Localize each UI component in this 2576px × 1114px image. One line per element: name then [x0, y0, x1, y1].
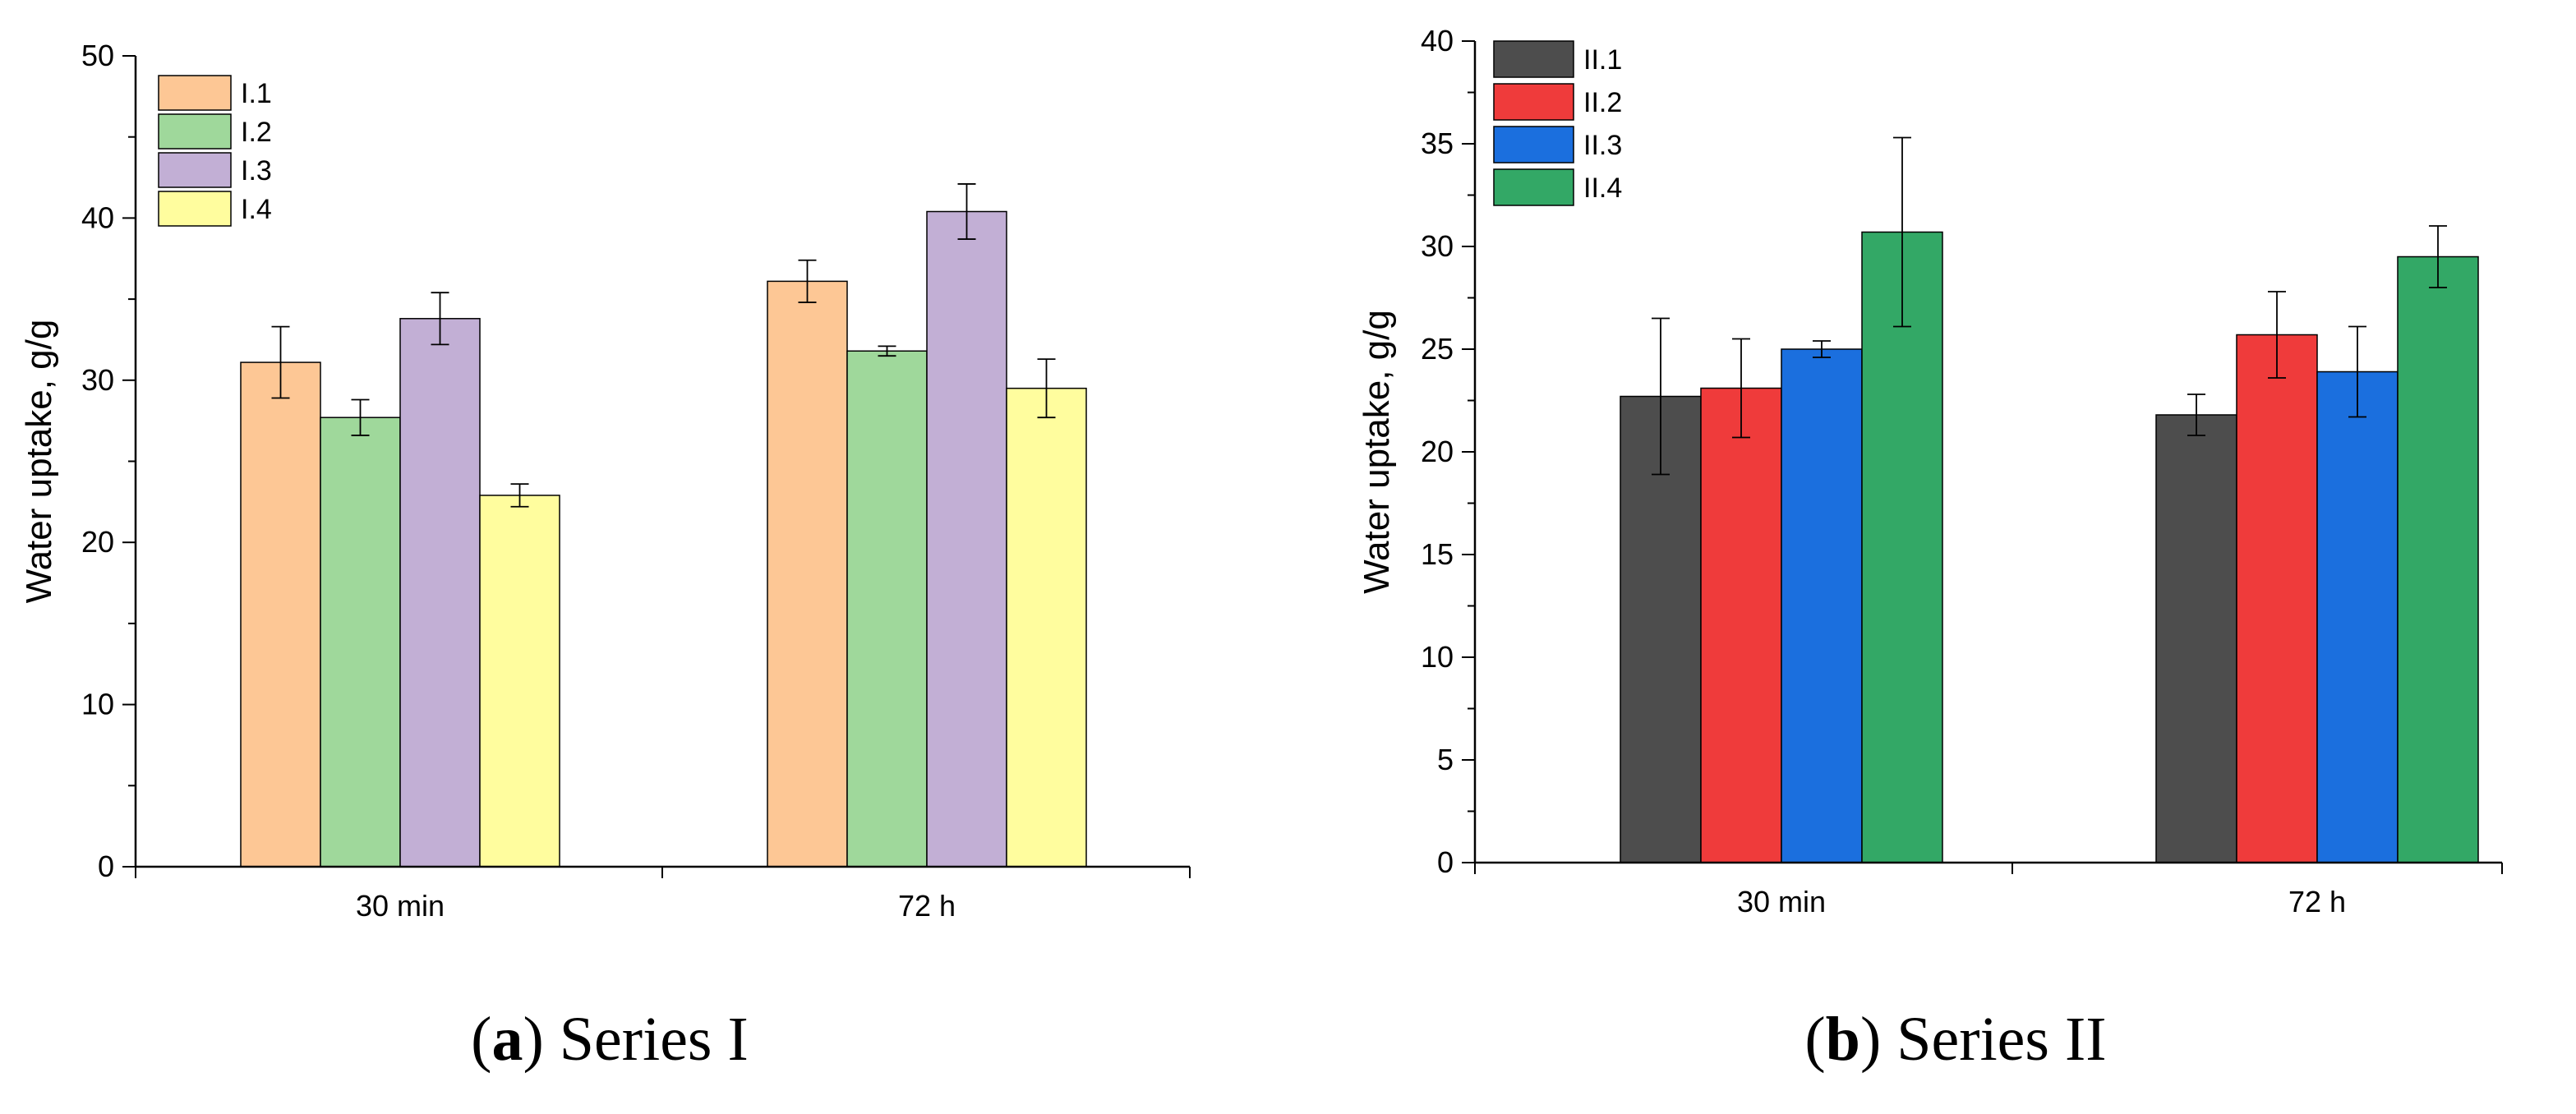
- bar: [1700, 387, 1782, 863]
- y-tick-label: 20: [1421, 435, 1454, 468]
- legend-label: I.3: [241, 155, 272, 186]
- bar: [767, 280, 848, 868]
- y-tick-label: 5: [1437, 743, 1454, 776]
- y-tick-label: 15: [1421, 537, 1454, 571]
- bar: [1861, 231, 1943, 863]
- bar: [2236, 334, 2318, 863]
- legend-label: I.1: [241, 78, 272, 109]
- bar: [320, 417, 401, 868]
- y-tick-label: 20: [81, 525, 114, 559]
- y-tick-label: 30: [81, 363, 114, 397]
- panel-caption: (b) Series II: [1804, 1005, 2106, 1074]
- bar: [846, 350, 928, 868]
- bar: [2155, 414, 2237, 863]
- caption-paren: (: [1804, 1005, 1825, 1074]
- x-tick-label: 30 min: [356, 889, 445, 923]
- y-tick-label: 10: [81, 688, 114, 721]
- legend-swatch: [1493, 40, 1574, 78]
- panel-a: 0 10 20 30 40 50 30 min 72 h Water uptake, g/g I.…: [19, 39, 1191, 1074]
- legend-label: I.2: [241, 117, 272, 148]
- legend-swatch: [158, 113, 232, 150]
- x-tick-label: 30 min: [1737, 885, 1826, 918]
- legend-swatch: [158, 152, 232, 188]
- bar: [926, 210, 1007, 868]
- legend-label: II.3: [1583, 130, 1622, 161]
- legend-label: I.4: [241, 194, 272, 225]
- legend-swatch: [158, 191, 232, 227]
- bar: [2397, 255, 2479, 863]
- bar: [1781, 348, 1863, 863]
- caption-letter: b: [1826, 1005, 1860, 1074]
- caption-letter: a: [491, 1005, 523, 1074]
- bar: [399, 318, 481, 868]
- legend-label: II.4: [1583, 173, 1622, 204]
- caption-text: ) Series II: [1860, 1005, 2107, 1074]
- legend-swatch: [1493, 126, 1574, 163]
- y-tick-label: 40: [1421, 24, 1454, 58]
- legend-swatch: [158, 75, 232, 111]
- caption-paren: (: [471, 1005, 491, 1074]
- bar: [240, 361, 321, 868]
- y-tick-label: 10: [1421, 640, 1454, 674]
- y-tick-label: 0: [98, 849, 114, 883]
- bar: [479, 495, 560, 868]
- bar: [2316, 371, 2399, 863]
- y-tick-label: 40: [81, 200, 114, 234]
- panel-b: 0 5 10 15 20 25 30 35 40 30 min 72 h Water uptake, …: [1357, 24, 2503, 1074]
- legend-swatch: [1493, 83, 1574, 121]
- x-tick-label: 72 h: [898, 889, 956, 923]
- y-tick-label: 35: [1421, 127, 1454, 160]
- y-tick-label: 0: [1437, 845, 1454, 879]
- y-axis-title: Water uptake, g/g: [1357, 310, 1397, 594]
- caption-text: ) Series I: [523, 1005, 748, 1074]
- bar: [1006, 387, 1087, 868]
- y-axis-title: Water uptake, g/g: [19, 320, 59, 604]
- legend-label: II.1: [1583, 44, 1622, 76]
- panel-caption: (a) Series I: [471, 1005, 749, 1074]
- legend-swatch: [1493, 168, 1574, 206]
- y-tick-label: 25: [1421, 332, 1454, 366]
- x-tick-label: 72 h: [2288, 885, 2346, 918]
- legend-label: II.2: [1583, 87, 1622, 118]
- y-tick-label: 50: [81, 39, 114, 72]
- y-tick-label: 30: [1421, 229, 1454, 263]
